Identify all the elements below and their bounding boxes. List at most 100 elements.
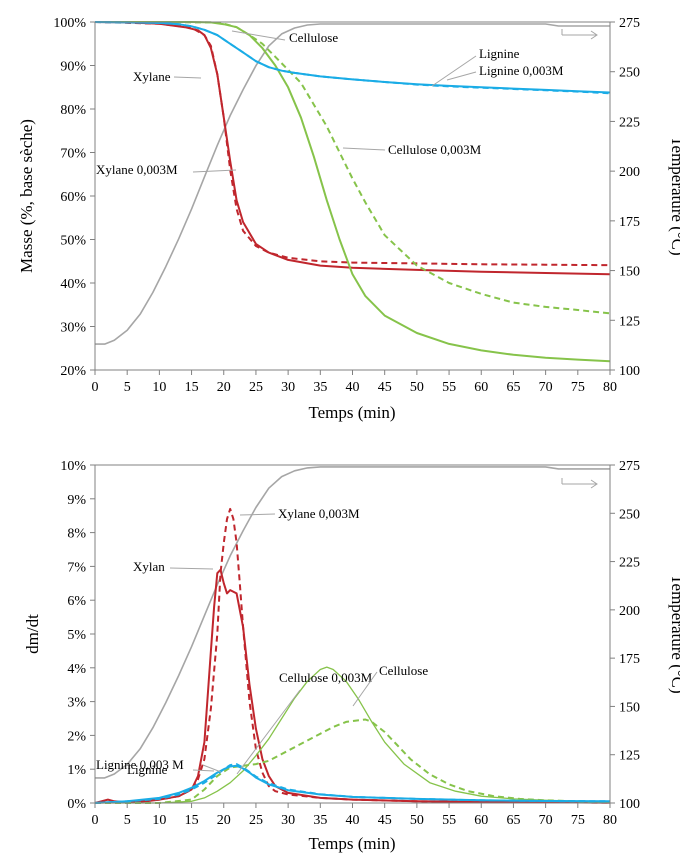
y-tick-label: 6% — [67, 594, 86, 609]
x-tick-label: 55 — [442, 813, 456, 828]
temperature-arrow — [561, 478, 598, 489]
y-tick-label: 4% — [67, 662, 86, 677]
annotation-leader — [169, 567, 214, 570]
series-lignine — [94, 21, 611, 94]
x-tick-label: 55 — [442, 380, 456, 395]
x-tick-label: 15 — [185, 380, 199, 395]
y-axis-label: dm/dt — [23, 614, 42, 654]
annotations: Xylane 0,003M Xylan Cellulose 0,003M Cel… — [96, 478, 598, 777]
y-tick-label: 3% — [67, 696, 86, 711]
x-tick-label: 35 — [313, 380, 327, 395]
x-tick-label: 50 — [410, 380, 424, 395]
y2-tick-label: 100 — [619, 364, 640, 379]
annotation-cellulose: Cellulose — [379, 663, 428, 678]
y-tick-label: 90% — [60, 60, 86, 75]
annotation-leader — [236, 689, 301, 775]
temperature-arrow — [561, 29, 598, 40]
x-tick-label: 75 — [571, 813, 585, 828]
x-tick-label: 45 — [378, 380, 392, 395]
y-tick-label: 40% — [60, 277, 86, 292]
x-tick-label: 45 — [378, 813, 392, 828]
x-tick-label: 80 — [603, 813, 617, 828]
series-cellulose-0-003m — [94, 21, 611, 315]
y2-axis-label: Température (°C) — [668, 574, 680, 693]
annotation-lignine: Lignine — [479, 46, 520, 61]
x-tick-label: 80 — [603, 380, 617, 395]
y-tick-label: 30% — [60, 321, 86, 336]
x-tick-label: 30 — [281, 813, 295, 828]
annotation-leader — [231, 30, 286, 41]
x-tick-label: 65 — [506, 380, 520, 395]
y2-tick-label: 175 — [619, 652, 640, 667]
y2-tick-label: 275 — [619, 16, 640, 31]
y2-tick-label: 275 — [619, 459, 640, 474]
x-tick-label: 25 — [249, 380, 263, 395]
annotation-cellulose-0003m: Cellulose 0,003M — [388, 142, 482, 157]
x-tick-label: 60 — [474, 813, 488, 828]
series-cellulose-0-003m — [95, 718, 611, 804]
y2-tick-label: 225 — [619, 115, 640, 130]
annotation-leader — [192, 169, 237, 173]
x-tick-label: 65 — [506, 813, 520, 828]
y-tick-label: 0% — [67, 797, 86, 812]
y2-tick-label: 250 — [619, 507, 640, 522]
x-tick-label: 70 — [539, 380, 553, 395]
annotation-lignine-0003m: Lignine 0,003M — [479, 63, 564, 78]
annotation-cellulose: Cellulose — [289, 30, 338, 45]
y-tick-label: 20% — [60, 364, 86, 379]
annotation-cellulose-0003m: Cellulose 0,003M — [279, 670, 373, 685]
y2-tick-label: 175 — [619, 215, 640, 230]
y2-tick-label: 125 — [619, 749, 640, 764]
x-tick-label: 0 — [92, 380, 99, 395]
x-tick-label: 25 — [249, 813, 263, 828]
x-axis-label: Temps (min) — [308, 834, 395, 853]
annotation-leader — [431, 55, 477, 87]
annotation-leader — [173, 76, 202, 79]
x-tick-label: 75 — [571, 380, 585, 395]
y-axis-label: Masse (%, base sèche) — [17, 119, 36, 273]
annotation-xylane-0003m: Xylane 0,003M — [278, 506, 360, 521]
y2-tick-label: 225 — [619, 556, 640, 571]
annotation-leader — [239, 513, 276, 516]
series-temp-rature — [95, 23, 610, 345]
y2-axis-label: Température (°C) — [668, 136, 680, 255]
x-tick-label: 60 — [474, 380, 488, 395]
x-tick-label: 5 — [124, 380, 131, 395]
series-cellulose — [95, 21, 611, 363]
x-tick-label: 20 — [217, 380, 231, 395]
x-tick-label: 10 — [152, 380, 166, 395]
x-tick-label: 40 — [346, 380, 360, 395]
y2-tick-label: 250 — [619, 66, 640, 81]
series-lignine-0-003m — [94, 21, 611, 95]
chart-mass-loss: 0 5 10 15 20 25 30 35 40 45 50 55 60 65 70 75 80 20% 30% 40… — [17, 16, 680, 422]
y2-tick-label: 200 — [619, 604, 640, 619]
annotation-leader — [202, 764, 222, 773]
y-tick-label: 9% — [67, 493, 86, 508]
y2-tick-label: 100 — [619, 797, 640, 812]
y-tick-label: 7% — [67, 560, 86, 575]
annotation-xylane: Xylane — [133, 69, 171, 84]
x-tick-label: 30 — [281, 380, 295, 395]
y-tick-label: 8% — [67, 527, 86, 542]
annotation-leader — [446, 71, 477, 81]
annotation-lignine-0003m: Lignine 0,003 M — [96, 757, 184, 772]
y2-tick-label: 200 — [619, 165, 640, 180]
x-tick-label: 40 — [346, 813, 360, 828]
y-tick-label: 80% — [60, 103, 86, 118]
annotation-lignine: Lignine — [127, 762, 168, 777]
annotation-leader — [342, 147, 386, 151]
y-tick-label: 10% — [60, 459, 86, 474]
annotation-leader — [192, 769, 215, 772]
x-tick-label: 5 — [124, 813, 131, 828]
y-tick-label: 5% — [67, 628, 86, 643]
y2-tick-label: 125 — [619, 314, 640, 329]
annotation-xylan: Xylan — [133, 559, 165, 574]
x-tick-label: 0 — [92, 813, 99, 828]
annotation-leader — [352, 671, 378, 707]
y-tick-label: 100% — [53, 16, 86, 31]
x-tick-label: 20 — [217, 813, 231, 828]
y-tick-label: 70% — [60, 147, 86, 162]
y-tick-label: 50% — [60, 234, 86, 249]
chart-dmdt: 0 5 10 15 20 25 30 35 40 45 50 55 60 65 70 75 80 0% 1% 2% 3%… — [23, 459, 680, 853]
